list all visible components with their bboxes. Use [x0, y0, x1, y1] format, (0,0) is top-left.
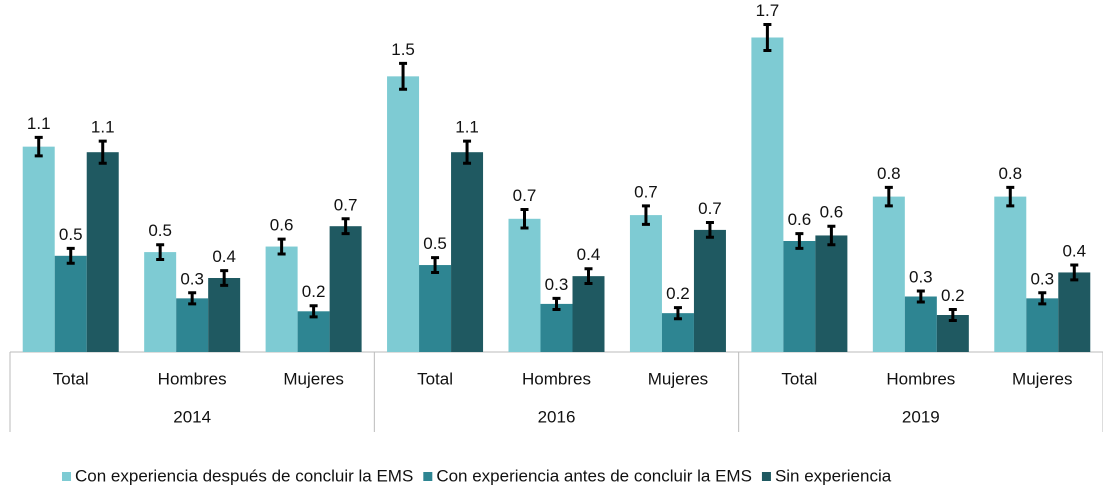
error-bar: [948, 307, 957, 323]
bar: [994, 196, 1027, 352]
x-tick-label: Mujeres: [648, 369, 708, 388]
bar: [1026, 298, 1059, 352]
bar: [751, 37, 784, 352]
bar: [176, 298, 209, 352]
error-bar: [399, 61, 408, 91]
bar: [265, 246, 298, 352]
data-label: 0.8: [877, 164, 901, 183]
error-bar: [705, 221, 714, 239]
data-label: 0.4: [577, 245, 601, 264]
error-bar: [1070, 263, 1079, 282]
data-label: 1.7: [756, 1, 780, 20]
error-bar: [1006, 185, 1015, 208]
error-bar: [552, 296, 561, 311]
data-label: 0.2: [941, 286, 965, 305]
x-tick-label: Hombres: [886, 369, 955, 388]
legend-swatch: [423, 472, 433, 481]
error-bar: [884, 185, 893, 208]
bar: [387, 76, 420, 352]
data-label: 0.3: [1030, 269, 1054, 288]
bar: [815, 235, 848, 352]
legend-swatch: [62, 472, 71, 481]
error-bar: [463, 139, 472, 165]
bar: [86, 152, 119, 352]
error-bar: [584, 267, 593, 286]
x-tick-label: Total: [781, 369, 817, 388]
bar: [54, 255, 87, 352]
data-label: 1.1: [27, 114, 51, 133]
data-label: 0.7: [513, 186, 537, 205]
x-tick-label: Mujeres: [283, 369, 343, 388]
data-label: 0.5: [148, 221, 172, 240]
data-label: 0.4: [1062, 242, 1086, 261]
bar: [208, 278, 241, 352]
data-label: 0.2: [666, 284, 690, 303]
error-bar: [916, 289, 925, 304]
data-label: 0.2: [302, 282, 326, 301]
data-label: 0.7: [698, 199, 722, 218]
data-label: 0.6: [270, 216, 294, 235]
bar: [419, 265, 452, 352]
bar: [783, 241, 816, 352]
x-tick-label: Hombres: [158, 369, 227, 388]
bar: [904, 296, 937, 352]
bar: [451, 152, 484, 352]
data-label: 0.7: [334, 195, 358, 214]
data-label: 0.6: [788, 210, 812, 229]
error-bar: [431, 256, 440, 274]
data-label: 0.3: [545, 275, 569, 294]
bar: [540, 303, 573, 352]
bar: [508, 218, 541, 352]
error-bar: [341, 217, 350, 236]
data-label: 0.4: [212, 247, 236, 266]
error-bar: [795, 232, 804, 250]
data-label: 1.5: [391, 40, 415, 59]
group-label: 2019: [902, 407, 940, 426]
data-label: 0.3: [180, 269, 204, 288]
error-bar: [98, 139, 107, 165]
bar: [693, 229, 726, 352]
error-bar: [763, 23, 772, 52]
bar: [22, 146, 55, 352]
data-label: 0.5: [423, 234, 447, 253]
bar: [629, 215, 662, 352]
error-bar: [673, 306, 682, 321]
x-tick-label: Mujeres: [1012, 369, 1072, 388]
bar: [329, 226, 362, 352]
data-label: 1.1: [455, 118, 479, 137]
error-bar: [220, 269, 229, 287]
data-label: 0.7: [634, 182, 658, 201]
error-bar: [827, 224, 836, 247]
error-bar: [277, 237, 286, 256]
bar: [144, 252, 177, 352]
x-tick-label: Total: [53, 369, 89, 388]
bar: [1058, 272, 1091, 352]
error-bar: [1038, 291, 1047, 306]
x-tick-label: Total: [417, 369, 453, 388]
data-label: 0.5: [59, 225, 83, 244]
data-label: 0.3: [909, 267, 933, 286]
data-label: 0.8: [998, 164, 1022, 183]
error-bar: [188, 291, 197, 306]
error-bar: [66, 246, 75, 265]
error-bar: [34, 135, 43, 158]
legend-swatch: [761, 472, 771, 481]
legend-label: Con experiencia después de concluir la E…: [75, 466, 413, 485]
error-bar: [641, 204, 650, 226]
bar: [572, 276, 605, 352]
error-bar: [156, 243, 165, 261]
data-label: 0.6: [820, 203, 844, 222]
bar: [872, 196, 905, 352]
group-label: 2016: [538, 407, 576, 426]
data-label: 1.1: [91, 118, 115, 137]
legend-label: Sin experiencia: [775, 466, 892, 485]
error-bar: [520, 208, 529, 230]
x-tick-label: Hombres: [522, 369, 591, 388]
error-bar: [309, 304, 318, 319]
legend-label: Con experiencia antes de concluir la EMS: [436, 466, 752, 485]
group-label: 2014: [173, 407, 211, 426]
